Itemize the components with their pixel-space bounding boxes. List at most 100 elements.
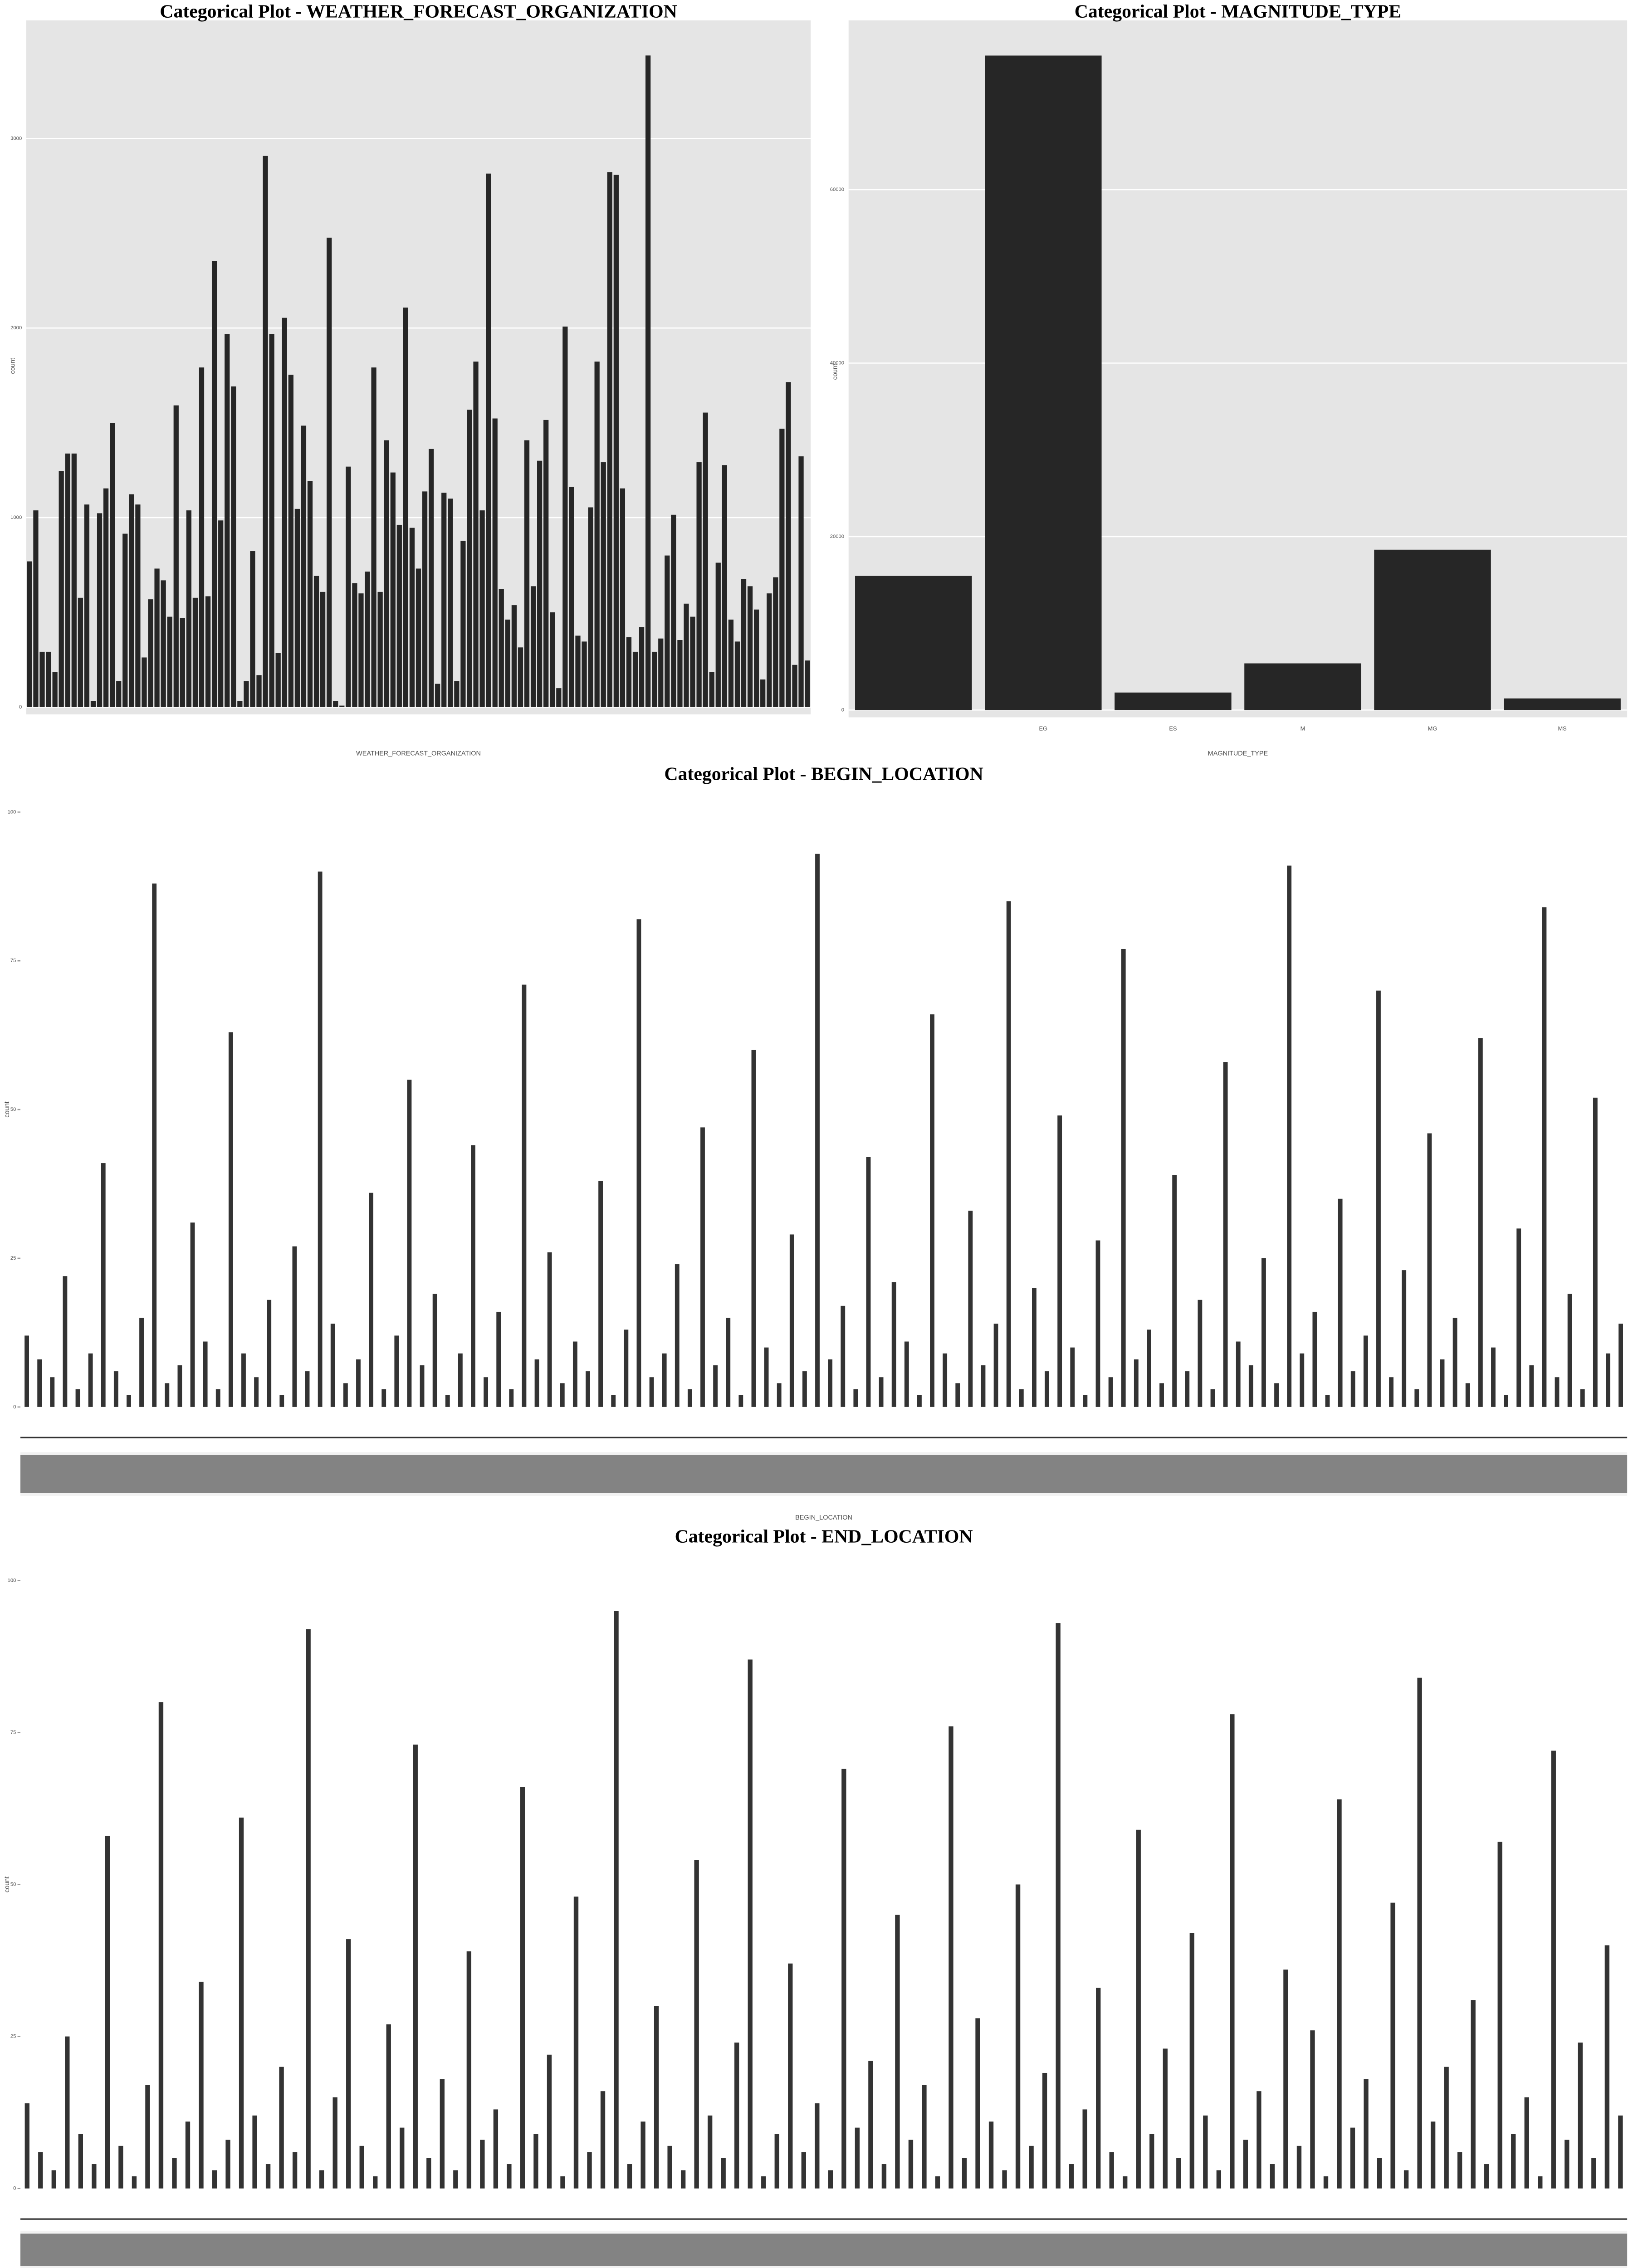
bar — [908, 2140, 914, 2189]
bar — [868, 2061, 873, 2189]
bar — [962, 2158, 967, 2189]
bar — [667, 2146, 672, 2189]
bar — [365, 572, 370, 707]
bar — [764, 1347, 769, 1407]
bar — [748, 1659, 753, 2189]
bar — [788, 1963, 793, 2189]
bar — [1283, 1970, 1288, 2189]
bar — [694, 1860, 699, 2189]
bar — [534, 1359, 539, 1407]
bar — [180, 618, 185, 707]
bar — [294, 508, 300, 707]
bar — [305, 1371, 310, 1407]
bar — [453, 2170, 458, 2189]
bar — [369, 1193, 374, 1407]
bar — [409, 528, 415, 707]
bar — [228, 1032, 233, 1407]
bar — [613, 175, 619, 707]
bar — [441, 493, 447, 707]
bar — [292, 2152, 298, 2189]
bar — [658, 638, 664, 707]
y-tick-label: 25 — [10, 2034, 16, 2039]
bar — [1452, 1318, 1457, 1407]
y-tick-label: 50 — [10, 1107, 16, 1112]
bar — [215, 1389, 220, 1407]
bar — [855, 576, 972, 710]
y-axis-label: count — [10, 358, 17, 374]
bar — [177, 1365, 182, 1407]
bar — [891, 1282, 896, 1407]
x-axis-label: BEGIN_LOCATION — [795, 1514, 852, 1521]
bar — [275, 653, 281, 707]
bar — [377, 591, 383, 707]
bar — [339, 705, 345, 707]
bar — [1136, 1829, 1141, 2189]
y-tick-label: 75 — [10, 958, 16, 963]
bar — [509, 1389, 514, 1407]
bar — [1069, 2164, 1074, 2189]
bar — [218, 520, 224, 707]
bar — [1115, 692, 1232, 710]
bar — [1374, 549, 1491, 710]
bar — [318, 871, 323, 1407]
bar — [1095, 1240, 1100, 1407]
bar — [1006, 901, 1011, 1407]
bar — [588, 507, 593, 707]
bar — [420, 1365, 425, 1407]
bar — [505, 619, 510, 707]
bar — [282, 318, 287, 707]
bar — [1176, 2158, 1181, 2189]
bar — [384, 440, 389, 707]
bar — [993, 1324, 998, 1407]
bar — [594, 362, 600, 707]
bar — [307, 481, 313, 707]
bar — [620, 488, 626, 707]
bar — [493, 2109, 499, 2189]
bar — [313, 576, 319, 707]
bar — [751, 1050, 756, 1407]
bar — [479, 510, 485, 707]
bar — [330, 1324, 335, 1407]
bar — [1325, 1395, 1330, 1407]
bar — [543, 420, 549, 707]
bar — [92, 2164, 97, 2189]
bar — [1542, 907, 1547, 1407]
bar — [1567, 1294, 1572, 1407]
bar — [573, 1897, 579, 2189]
bar — [841, 1305, 846, 1407]
x-tick-label: MG — [1428, 725, 1437, 732]
bar — [279, 2067, 284, 2189]
bar — [333, 701, 338, 707]
bar — [63, 1276, 68, 1407]
chart-title: Categorical Plot - MAGNITUDE_TYPE — [1075, 1, 1401, 22]
bar — [700, 1127, 705, 1407]
bar — [518, 647, 523, 707]
bar — [428, 449, 434, 707]
overlapping-x-labels — [20, 1455, 1628, 1493]
bar — [524, 440, 530, 707]
bar — [981, 1365, 986, 1407]
bar — [454, 681, 460, 707]
bar — [148, 599, 153, 707]
bar — [1389, 1377, 1393, 1407]
bar — [358, 593, 364, 707]
bar — [458, 1353, 463, 1407]
x-tick-label: EG — [1039, 725, 1048, 732]
bar — [492, 418, 498, 707]
bar — [690, 616, 695, 707]
bar — [968, 1211, 973, 1407]
bar — [601, 462, 606, 707]
bar — [675, 1264, 680, 1407]
bar — [205, 596, 211, 707]
bar — [1402, 1270, 1407, 1407]
bar — [373, 2176, 378, 2189]
bar — [1042, 2072, 1047, 2189]
y-tick-label: 20000 — [830, 534, 844, 539]
y-tick-label: 0 — [841, 707, 844, 713]
bar — [828, 1359, 833, 1407]
bar — [1414, 1389, 1419, 1407]
bar — [582, 641, 587, 707]
bar — [1312, 1311, 1317, 1407]
